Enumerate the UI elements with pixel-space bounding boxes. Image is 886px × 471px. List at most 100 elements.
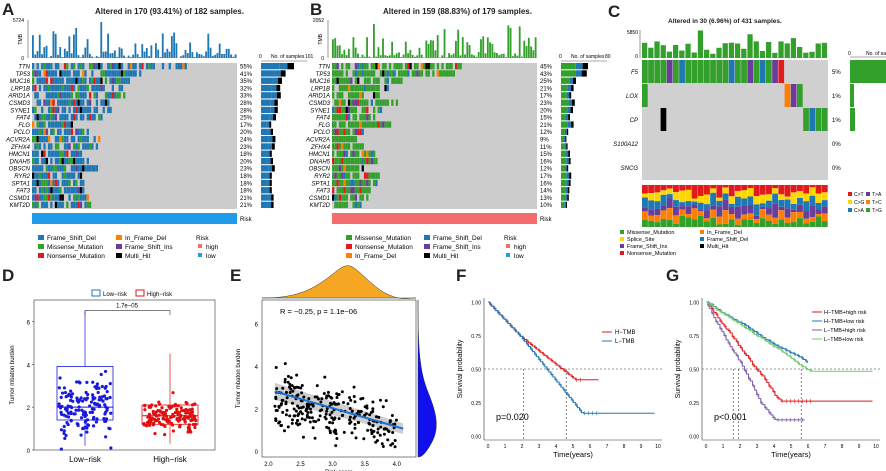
y-tick: 0.50 bbox=[689, 368, 699, 374]
data-point bbox=[189, 430, 193, 434]
pct-label: 41% bbox=[240, 72, 253, 78]
legend-label: In_Frame_Del bbox=[355, 253, 397, 260]
mutation-cell bbox=[57, 84, 60, 92]
ns-bar bbox=[561, 157, 567, 165]
data-point bbox=[143, 408, 147, 412]
data-point bbox=[363, 413, 367, 417]
mutation-cell bbox=[84, 194, 87, 201]
data-point bbox=[62, 431, 66, 436]
mutation-cell bbox=[68, 179, 71, 187]
tmb-bar bbox=[336, 45, 339, 58]
mutation-cell bbox=[41, 114, 44, 121]
mutation-cell bbox=[61, 99, 64, 106]
mutation-cell bbox=[36, 63, 39, 70]
data-point bbox=[154, 404, 158, 408]
x-tick: 3 bbox=[538, 444, 541, 450]
mutation-cell bbox=[332, 143, 335, 150]
mutation-cell bbox=[43, 194, 46, 201]
mutation-cell bbox=[377, 92, 380, 99]
tmb-bar bbox=[100, 22, 103, 58]
data-point bbox=[99, 372, 103, 377]
titv-segment bbox=[728, 185, 735, 197]
tmb-bar bbox=[227, 48, 230, 58]
ns-bar bbox=[273, 114, 276, 121]
tmb-bar bbox=[398, 52, 400, 58]
mutation-cell bbox=[107, 99, 110, 106]
data-point bbox=[79, 416, 84, 420]
pct-label: 12% bbox=[540, 167, 553, 173]
titv-segment bbox=[685, 214, 692, 218]
tmb-bar bbox=[341, 54, 343, 58]
mutation-cell bbox=[95, 92, 99, 99]
titv-segment bbox=[660, 194, 667, 206]
mutation-cell bbox=[93, 77, 96, 84]
mutation-cell bbox=[338, 84, 342, 92]
mutation-cell bbox=[77, 92, 80, 99]
titv-segment bbox=[710, 209, 717, 218]
x-tick: 3 bbox=[756, 444, 759, 450]
panel-label: B bbox=[310, 0, 323, 19]
titv-segment bbox=[784, 199, 791, 209]
mutation-cell bbox=[79, 194, 83, 201]
mutation-cell bbox=[357, 70, 360, 77]
mutation-cell bbox=[34, 172, 37, 179]
mutation-cell bbox=[439, 70, 442, 77]
titv-segment bbox=[685, 189, 692, 202]
ns-bar bbox=[266, 179, 270, 187]
mutation-cell bbox=[66, 77, 69, 84]
data-point bbox=[184, 400, 188, 405]
ns-bar bbox=[567, 121, 572, 128]
mutation-cell bbox=[338, 172, 342, 179]
mutation-cell bbox=[52, 99, 55, 106]
data-point bbox=[108, 382, 112, 386]
mutation-cell bbox=[86, 84, 89, 92]
data-point bbox=[391, 442, 395, 446]
mutation-cell bbox=[32, 106, 35, 114]
tmb-bar bbox=[198, 54, 201, 58]
mutation-cell bbox=[354, 84, 358, 92]
tmb-bar bbox=[448, 53, 450, 58]
titv-segment bbox=[685, 185, 692, 190]
mutation-cell bbox=[54, 172, 58, 179]
mutation-cell bbox=[354, 114, 358, 121]
mutation-cell bbox=[43, 128, 46, 135]
tmb-bar bbox=[184, 49, 187, 58]
mutation-cell bbox=[102, 99, 105, 106]
mutation-cell bbox=[38, 77, 42, 84]
mutation-cell bbox=[336, 157, 339, 165]
mutation-cell bbox=[57, 99, 60, 106]
mutation-cell bbox=[45, 99, 48, 106]
mutation-cell bbox=[359, 157, 362, 165]
mutation-cell bbox=[36, 143, 39, 150]
data-point bbox=[288, 414, 292, 418]
data-point bbox=[157, 420, 162, 425]
x-tick: 2 bbox=[739, 444, 742, 450]
data-point bbox=[353, 400, 357, 404]
mutation-cell bbox=[753, 60, 760, 83]
data-point bbox=[58, 376, 62, 380]
mutation-cell bbox=[36, 77, 39, 84]
mutation-cell bbox=[341, 84, 344, 92]
ns-bar bbox=[269, 187, 272, 194]
mutation-cell bbox=[50, 63, 53, 70]
mutation-cell bbox=[36, 179, 39, 187]
mutation-cell bbox=[366, 70, 369, 77]
tmb-bar bbox=[186, 53, 189, 58]
mutation-cell bbox=[120, 70, 124, 77]
titv-segment bbox=[660, 205, 667, 211]
data-point bbox=[382, 432, 386, 436]
mutation-cell bbox=[139, 63, 142, 70]
tmb-bar bbox=[455, 40, 457, 58]
mutation-cell bbox=[357, 179, 360, 187]
legend-label: L−TMB+low risk bbox=[824, 337, 864, 343]
mutation-cell bbox=[184, 63, 187, 70]
mutation-cell bbox=[52, 179, 55, 187]
tmb-bar bbox=[116, 56, 119, 58]
mutation-cell bbox=[341, 136, 344, 143]
legend-label: Frame_Shift_Ins bbox=[125, 244, 173, 251]
mutation-cell bbox=[93, 63, 96, 70]
tmb-bar bbox=[189, 42, 191, 58]
ns-bar bbox=[267, 201, 272, 208]
mutation-cell bbox=[38, 194, 42, 201]
km-plot-f: 0.000.250.500.751.000 1 2 3 4 5 6 7 8 9 10Survival… bbox=[457, 298, 662, 459]
